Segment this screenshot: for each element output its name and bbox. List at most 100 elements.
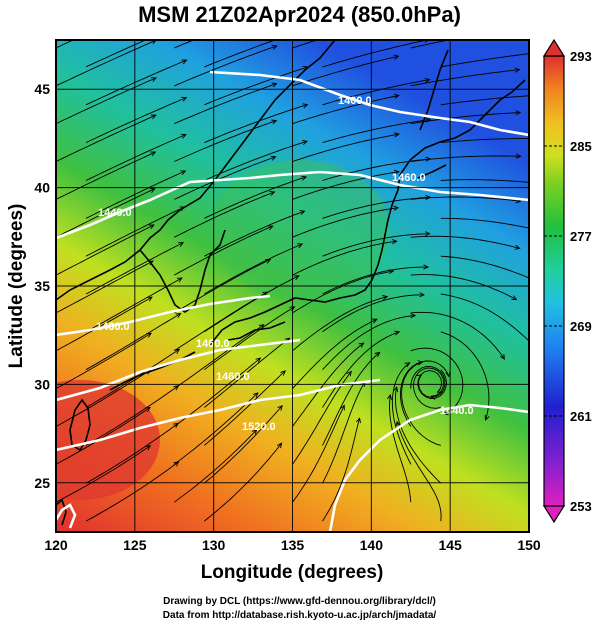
colorbar: 293 285 277 269 261 253 xyxy=(542,38,592,524)
contour-labels: 1400.0 1460.0 1440.0 1460.0 1520.0 1460.… xyxy=(96,95,474,433)
y-tick-label: 45 xyxy=(34,81,50,97)
streamline-arrow xyxy=(251,428,258,435)
streamline-arrow xyxy=(430,394,437,400)
streamline xyxy=(440,179,529,183)
streamline-arrow xyxy=(514,244,521,250)
streamline xyxy=(292,55,399,87)
streamline xyxy=(292,342,364,427)
streamline-arrow xyxy=(271,82,278,88)
streamline-arrow xyxy=(393,54,400,60)
streamline xyxy=(410,347,464,414)
streamline-arrow xyxy=(416,374,423,380)
streamline-arrow xyxy=(180,133,187,139)
streamline xyxy=(322,381,366,484)
y-tick-label: 30 xyxy=(34,376,50,392)
streamline-arrow xyxy=(252,392,259,398)
wind-streamlines xyxy=(56,16,535,522)
streamline-arrow xyxy=(150,114,157,120)
streamline-arrow xyxy=(424,40,429,43)
streamline xyxy=(174,324,265,389)
streamline xyxy=(204,176,307,219)
streamline xyxy=(410,69,520,87)
streamline-arrow xyxy=(425,117,431,123)
streamline-arrow xyxy=(265,258,272,264)
streamline xyxy=(395,387,442,484)
streamline-arrow xyxy=(297,243,304,249)
streamline xyxy=(292,318,378,389)
streamline xyxy=(292,405,345,503)
streamline xyxy=(322,352,380,446)
streamline-arrow xyxy=(530,342,535,347)
x-tick-label: 150 xyxy=(517,537,541,553)
streamline-arrow xyxy=(393,132,400,138)
colorbar-min-arrow xyxy=(542,505,566,524)
streamline-arrow xyxy=(419,292,426,298)
x-tick-labels: 120 125 130 135 140 145 150 xyxy=(44,537,541,553)
streamline-arrow xyxy=(271,119,278,125)
x-tick-label: 135 xyxy=(281,537,305,553)
streamline-arrow xyxy=(445,371,451,378)
colorbar-max-arrow xyxy=(542,38,566,57)
streamline xyxy=(174,392,259,465)
streamline-arrow xyxy=(388,269,395,275)
streamline xyxy=(396,421,442,522)
streamline-arrow xyxy=(346,370,352,377)
streamline-arrow xyxy=(173,422,179,428)
colorbar-tick-label: 293 xyxy=(570,49,592,64)
y-tick-labels: 25 30 35 40 45 xyxy=(34,81,50,491)
streamline-arrow xyxy=(303,28,308,32)
streamline xyxy=(204,370,286,446)
plot-frame xyxy=(55,39,530,533)
streamline xyxy=(322,331,400,408)
streamline xyxy=(85,385,179,446)
streamline-arrow xyxy=(425,194,432,200)
streamline xyxy=(56,188,155,238)
streamline xyxy=(204,243,303,295)
streamline xyxy=(204,210,305,257)
streamline-arrow xyxy=(393,16,398,20)
streamline-arrow xyxy=(145,445,152,451)
streamline-arrow xyxy=(302,103,309,109)
streamline-arrow xyxy=(293,275,300,280)
streamline xyxy=(292,40,319,49)
x-axis-label: Longitude (degrees) xyxy=(201,562,384,583)
streamline xyxy=(292,240,397,276)
streamline xyxy=(204,104,308,144)
streamline-arrow xyxy=(410,313,417,319)
streamline xyxy=(174,225,273,276)
colorbar-tick-label: 277 xyxy=(570,229,592,244)
streamline xyxy=(292,95,399,125)
streamline xyxy=(410,40,451,49)
streamline xyxy=(56,151,156,200)
streamline-arrow xyxy=(393,205,400,211)
streamline-arrow xyxy=(181,59,188,65)
streamline-arrow xyxy=(371,318,378,324)
streamline-arrow xyxy=(393,93,400,99)
streamline-arrow xyxy=(514,67,521,73)
streamline-arrow xyxy=(394,330,401,336)
streamline xyxy=(440,293,529,342)
streamline xyxy=(56,40,157,87)
streamline xyxy=(399,360,450,427)
streamline xyxy=(410,112,521,125)
streamline xyxy=(204,275,299,333)
contour-label: 1460.0 xyxy=(196,338,230,350)
streamline-arrow xyxy=(515,153,522,159)
height-contours xyxy=(56,70,529,532)
x-tick-label: 145 xyxy=(438,537,462,553)
coastlines xyxy=(56,40,526,526)
streamline-arrow xyxy=(358,342,365,348)
streamline-arrow xyxy=(393,386,399,393)
colorbar-tick-label: 253 xyxy=(570,499,592,514)
streamline xyxy=(292,171,399,200)
streamline-arrow xyxy=(173,385,180,391)
streamline xyxy=(56,296,153,352)
contour-label: 1520.0 xyxy=(242,421,276,433)
streamline xyxy=(174,45,277,87)
streamline-arrow xyxy=(424,231,431,237)
streamline xyxy=(412,367,445,409)
streamline xyxy=(292,296,388,352)
streamline-arrow xyxy=(442,410,449,416)
streamline-arrow xyxy=(174,348,181,354)
streamline-arrow xyxy=(150,77,157,82)
